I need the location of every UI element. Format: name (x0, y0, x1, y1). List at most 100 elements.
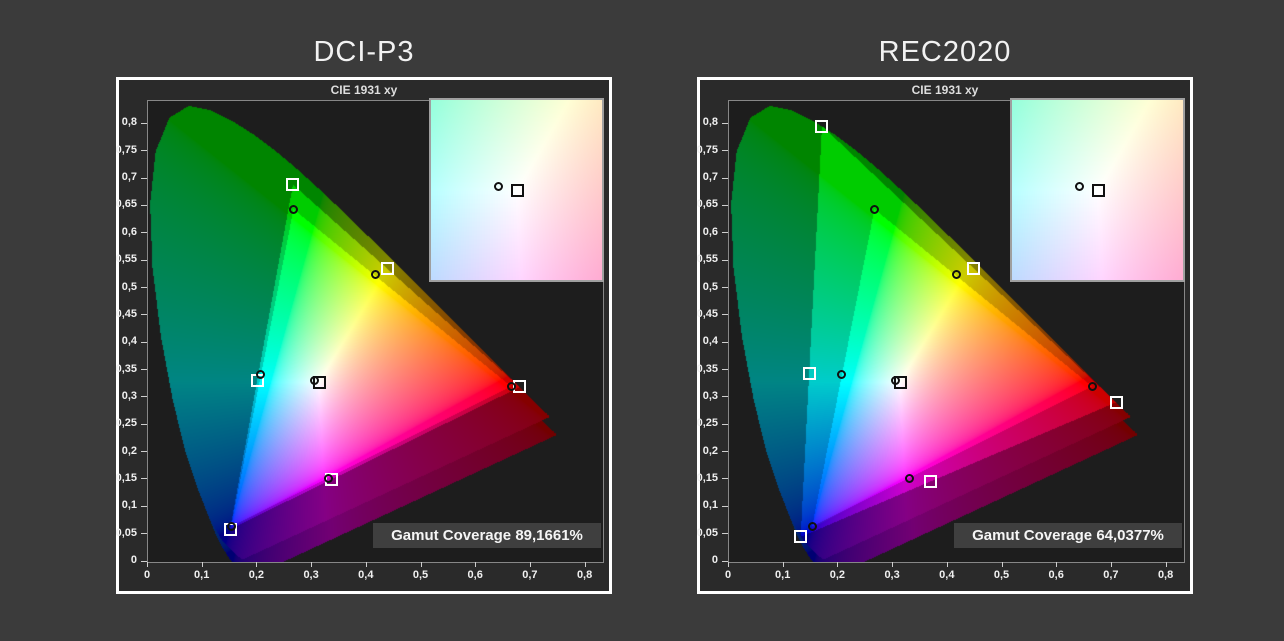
y-axis-tick-label: 0,55 (115, 253, 137, 266)
x-axis-tick (837, 562, 839, 567)
inset-measured-white-point (494, 181, 504, 191)
measured-cyan-point (256, 370, 266, 380)
y-axis-tick (722, 451, 728, 453)
y-axis-tick (141, 396, 147, 398)
white-point-zoom-canvas (431, 100, 602, 280)
y-axis-tick (141, 150, 147, 152)
measured-red-point (1087, 381, 1097, 391)
x-axis-tick-label: 0,3 (303, 569, 319, 581)
x-axis-tick-label: 0 (143, 569, 151, 581)
y-axis-tick (722, 122, 728, 124)
x-axis-tick-label: 0,8 (576, 569, 593, 581)
y-axis-tick-label: 0,35 (115, 362, 137, 375)
y-axis-tick (141, 122, 147, 124)
y-axis-tick-label: 0,25 (696, 417, 718, 430)
x-axis-tick-label: 0,3 (884, 569, 900, 581)
y-axis-tick-label: 0,2 (121, 444, 137, 457)
y-axis-tick-label: 0,45 (115, 307, 137, 320)
target-yellow-square (380, 262, 394, 276)
measured-cyan-point (837, 370, 847, 380)
y-axis-tick-label: 0,65 (115, 198, 137, 211)
x-axis-tick (892, 562, 894, 567)
chart-subtitle: CIE 1931 xy (911, 83, 979, 97)
y-axis-tick (722, 177, 728, 179)
y-axis-tick (141, 232, 147, 234)
target-green-square (815, 119, 829, 133)
y-axis-tick (722, 396, 728, 398)
y-axis-tick-label: 0,75 (115, 143, 137, 156)
y-axis-tick-label: 0,3 (702, 389, 718, 402)
y-axis-tick (722, 204, 728, 206)
x-axis-tick (256, 562, 258, 567)
inset-measured-white-point (1075, 181, 1085, 191)
rec2020-panel-wrap: REC2020 CIE 1931 xy Gamut Coverage 64,03… (697, 35, 1193, 594)
y-axis-tick (141, 533, 147, 535)
inset-target-white-square (510, 184, 524, 198)
y-axis-tick-label: 0,2 (702, 444, 718, 457)
gamut-chart-dci-p3: CIE 1931 xy Gamut Coverage 89,1661% 0 0,0… (116, 77, 612, 594)
y-axis-tick (722, 478, 728, 480)
measured-blue-point (807, 521, 817, 531)
y-axis-tick-label: 0,6 (702, 225, 718, 238)
inset-target-white-square (1091, 184, 1105, 198)
x-axis-tick (1165, 562, 1167, 567)
target-red-square (1109, 395, 1123, 409)
y-axis-tick (141, 177, 147, 179)
y-axis-tick (722, 341, 728, 343)
y-axis-tick-label: 0,8 (121, 116, 137, 129)
y-axis-tick-label: 0,55 (696, 253, 718, 266)
measured-magenta-point (324, 474, 333, 484)
measured-magenta-point (905, 474, 914, 484)
chart-subtitle: CIE 1931 xy (330, 83, 398, 97)
y-axis-tick (141, 341, 147, 343)
y-axis-tick-label: 0 (130, 554, 137, 566)
y-axis-tick (141, 478, 147, 480)
y-axis-tick-label: 0,8 (702, 116, 718, 129)
y-axis-tick (722, 369, 728, 371)
y-axis-tick-label: 0,05 (115, 526, 137, 539)
y-axis-tick (722, 314, 728, 316)
y-axis-tick (141, 259, 147, 261)
measured-yellow-point (370, 270, 380, 280)
y-axis-tick (722, 505, 728, 507)
x-axis-tick-label: 0,1 (194, 569, 210, 581)
x-axis-tick (475, 562, 477, 567)
x-axis-tick (201, 562, 203, 567)
target-green-square (286, 178, 300, 192)
x-axis-tick (782, 562, 784, 567)
y-axis-tick (722, 560, 728, 562)
y-axis-tick-label: 0,45 (696, 307, 718, 320)
y-axis-tick (141, 204, 147, 206)
x-axis-tick-label: 0,6 (1048, 569, 1064, 581)
y-axis-tick (141, 423, 147, 425)
x-axis-tick (311, 562, 313, 567)
measured-green-point (870, 204, 879, 214)
x-axis-tick (420, 562, 422, 567)
y-axis-tick-label: 0,6 (121, 225, 137, 238)
x-axis-tick (728, 562, 729, 567)
measured-green-point (289, 204, 298, 214)
y-axis-tick (141, 505, 147, 507)
y-axis-tick (722, 423, 728, 425)
y-axis-tick-label: 0,65 (696, 198, 718, 211)
y-axis-tick (141, 560, 147, 562)
y-axis-tick-label: 0,7 (702, 171, 718, 184)
x-axis-tick-label: 0 (724, 569, 732, 581)
y-axis-tick (141, 451, 147, 453)
x-axis-tick-label: 0,7 (1103, 569, 1119, 581)
y-axis-tick-label: 0,1 (702, 499, 718, 512)
y-axis-tick-label: 0,7 (121, 171, 137, 184)
x-axis-tick-label: 0,6 (467, 569, 483, 581)
y-axis-tick (141, 314, 147, 316)
y-axis-tick-label: 0,5 (702, 280, 718, 293)
x-axis-tick-label: 0,5 (412, 569, 429, 581)
y-axis-tick-label: 0,15 (115, 471, 137, 484)
target-cyan-square (802, 367, 816, 380)
dci-p3-panel-wrap: DCI-P3 CIE 1931 xy Gamut Coverage 89,166… (116, 35, 612, 594)
x-axis-tick (147, 562, 148, 567)
y-axis-tick-label: 0,3 (121, 389, 137, 402)
x-axis-tick-label: 0,4 (358, 569, 374, 581)
x-axis-tick-label: 0,8 (1157, 569, 1174, 581)
measured-white-point (309, 376, 319, 386)
x-axis-tick-label: 0,2 (248, 569, 265, 581)
